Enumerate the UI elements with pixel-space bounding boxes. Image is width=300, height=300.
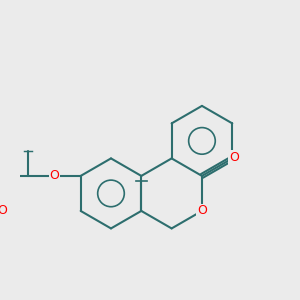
Text: O: O xyxy=(229,151,239,164)
Text: O: O xyxy=(0,204,7,217)
Text: O: O xyxy=(197,204,207,218)
Text: O: O xyxy=(50,169,59,182)
